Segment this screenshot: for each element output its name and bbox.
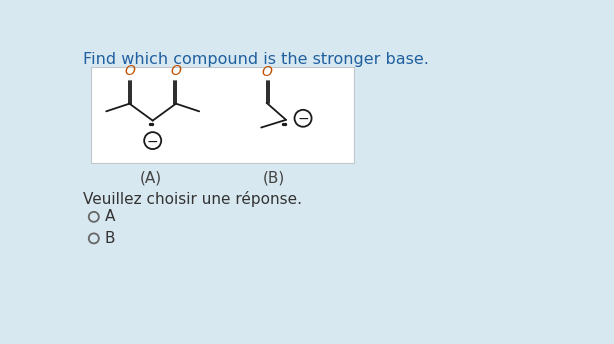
Text: O: O xyxy=(124,64,135,78)
Text: O: O xyxy=(171,64,181,78)
FancyBboxPatch shape xyxy=(91,67,354,163)
Text: B: B xyxy=(104,231,115,246)
Text: Find which compound is the stronger base.: Find which compound is the stronger base… xyxy=(83,52,429,67)
Text: (A): (A) xyxy=(139,171,161,186)
Text: A: A xyxy=(104,209,115,224)
Text: O: O xyxy=(261,65,272,79)
Text: (B): (B) xyxy=(263,171,286,186)
Text: Veuillez choisir une réponse.: Veuillez choisir une réponse. xyxy=(83,191,302,207)
Text: −: − xyxy=(147,135,158,148)
Text: −: − xyxy=(297,112,309,126)
